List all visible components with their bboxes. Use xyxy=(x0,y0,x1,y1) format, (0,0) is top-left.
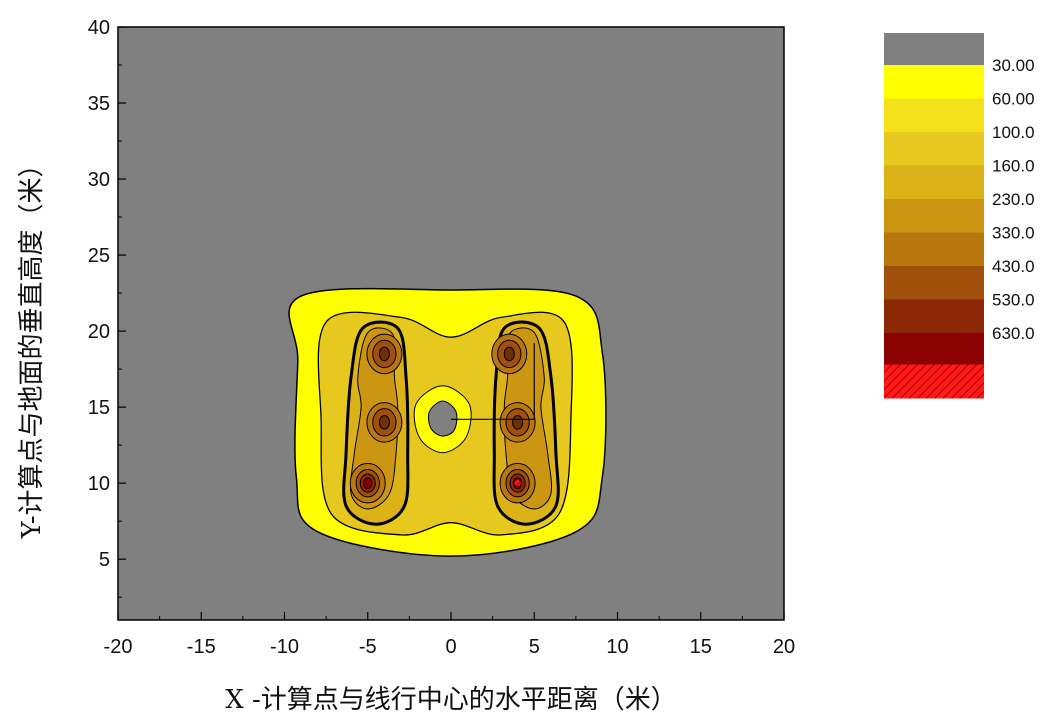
x-tick-label: -20 xyxy=(104,636,133,658)
x-tick-label: -5 xyxy=(359,636,377,658)
y-axis: 5 10 15 20 25 30 35 40 xyxy=(88,17,126,598)
center-hole-inner xyxy=(427,400,458,437)
legend-swatch xyxy=(884,299,984,333)
legend-label: 630.0 xyxy=(992,324,1035,343)
y-tick-label: 15 xyxy=(88,397,110,419)
y-tick-label: 20 xyxy=(88,321,110,343)
x-tick-label: 15 xyxy=(690,636,712,658)
x-tick-label: 0 xyxy=(445,636,456,658)
x-tick-label: 10 xyxy=(606,636,628,658)
legend-swatch xyxy=(884,132,984,166)
peak-max-region xyxy=(514,480,521,487)
legend-swatch xyxy=(884,266,984,300)
legend-swatch xyxy=(884,165,984,199)
x-axis-title: X -计算点与线行中心的水平距离（米） xyxy=(225,685,677,715)
legend-label: 30.00 xyxy=(992,56,1035,75)
legend-label: 530.0 xyxy=(992,291,1035,310)
legend-swatch xyxy=(884,65,984,99)
x-tick-label: -15 xyxy=(187,636,216,658)
peak-center xyxy=(503,346,515,362)
y-tick-label: 5 xyxy=(99,549,110,571)
y-tick-label: 10 xyxy=(88,473,110,495)
contour-regions xyxy=(288,287,607,557)
legend-swatch xyxy=(884,333,984,367)
x-tick-label: 5 xyxy=(529,636,540,658)
legend-label: 160.0 xyxy=(992,157,1035,176)
peak-center xyxy=(378,346,390,362)
y-tick-label: 30 xyxy=(88,169,110,191)
legend-label: 430.0 xyxy=(992,257,1035,276)
peak-center xyxy=(512,414,524,430)
peak-level-630 xyxy=(363,477,373,489)
legend-swatch-below-min xyxy=(884,33,984,65)
legend-swatch xyxy=(884,98,984,132)
legend-label: 60.00 xyxy=(992,90,1035,109)
y-tick-label: 40 xyxy=(88,17,110,39)
x-tick-label: -10 xyxy=(270,636,299,658)
legend-swatch-max xyxy=(884,364,984,399)
legend-label: 230.0 xyxy=(992,190,1035,209)
peak-center xyxy=(378,414,390,430)
y-tick-label: 35 xyxy=(88,93,110,115)
legend-swatch xyxy=(884,232,984,266)
legend-label: 330.0 xyxy=(992,224,1035,243)
legend-swatch xyxy=(884,199,984,233)
bracket-line xyxy=(451,343,535,420)
legend-label: 100.0 xyxy=(992,123,1035,142)
y-axis-title: Y-计算点与地面的垂直高度（米） xyxy=(17,151,47,539)
color-legend: 30.00 60.00 100.0 160.0 230.0 330.0 430.0 530.0… xyxy=(884,33,1035,399)
x-tick-label: 20 xyxy=(773,636,795,658)
y-tick-label: 25 xyxy=(88,245,110,267)
x-axis: -20 -15 -10 -5 0 5 10 15 20 xyxy=(104,612,795,658)
